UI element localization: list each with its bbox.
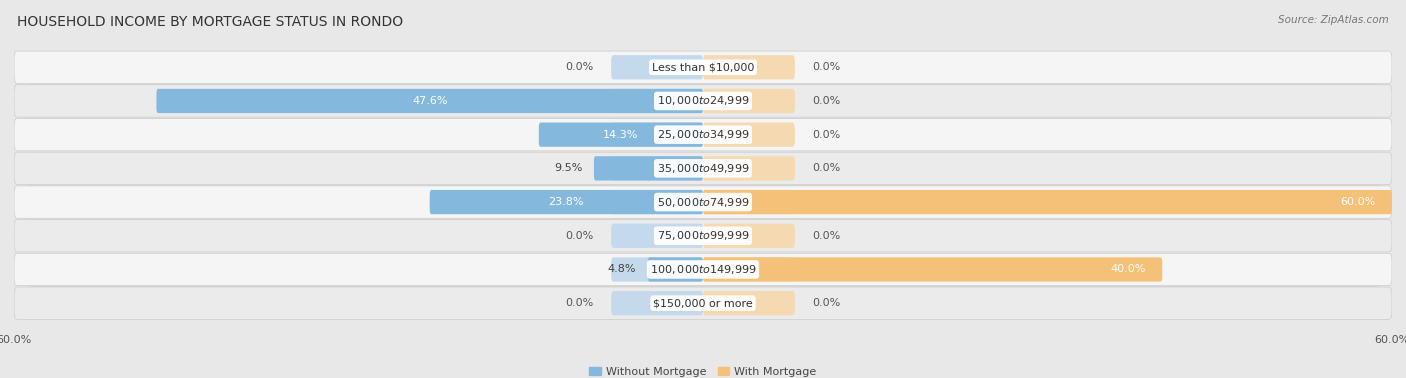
Text: 0.0%: 0.0% [813, 231, 841, 241]
Text: Source: ZipAtlas.com: Source: ZipAtlas.com [1278, 15, 1389, 25]
Legend: Without Mortgage, With Mortgage: Without Mortgage, With Mortgage [585, 362, 821, 378]
FancyBboxPatch shape [14, 118, 1392, 151]
Text: 0.0%: 0.0% [565, 62, 593, 72]
Text: $150,000 or more: $150,000 or more [654, 298, 752, 308]
Text: 23.8%: 23.8% [548, 197, 583, 207]
FancyBboxPatch shape [703, 224, 794, 248]
FancyBboxPatch shape [612, 89, 703, 113]
FancyBboxPatch shape [538, 122, 703, 147]
Text: 40.0%: 40.0% [1111, 265, 1146, 274]
Text: 14.3%: 14.3% [603, 130, 638, 139]
FancyBboxPatch shape [612, 122, 703, 147]
FancyBboxPatch shape [612, 224, 703, 248]
FancyBboxPatch shape [14, 152, 1392, 184]
Text: Less than $10,000: Less than $10,000 [652, 62, 754, 72]
FancyBboxPatch shape [703, 190, 794, 214]
FancyBboxPatch shape [14, 253, 1392, 286]
Text: $100,000 to $149,999: $100,000 to $149,999 [650, 263, 756, 276]
FancyBboxPatch shape [703, 55, 794, 79]
Text: $25,000 to $34,999: $25,000 to $34,999 [657, 128, 749, 141]
Text: 0.0%: 0.0% [813, 96, 841, 106]
FancyBboxPatch shape [703, 89, 794, 113]
FancyBboxPatch shape [612, 55, 703, 79]
FancyBboxPatch shape [648, 257, 703, 282]
FancyBboxPatch shape [612, 291, 703, 315]
Text: 0.0%: 0.0% [813, 130, 841, 139]
Text: 9.5%: 9.5% [554, 163, 582, 174]
FancyBboxPatch shape [703, 291, 794, 315]
FancyBboxPatch shape [14, 51, 1392, 84]
Text: 60.0%: 60.0% [1340, 197, 1375, 207]
FancyBboxPatch shape [430, 190, 703, 214]
FancyBboxPatch shape [14, 220, 1392, 252]
Text: 0.0%: 0.0% [813, 163, 841, 174]
FancyBboxPatch shape [612, 156, 703, 181]
FancyBboxPatch shape [703, 257, 1163, 282]
FancyBboxPatch shape [703, 190, 1392, 214]
Text: $35,000 to $49,999: $35,000 to $49,999 [657, 162, 749, 175]
Text: 0.0%: 0.0% [565, 298, 593, 308]
FancyBboxPatch shape [703, 156, 794, 181]
Text: $10,000 to $24,999: $10,000 to $24,999 [657, 94, 749, 107]
Text: 0.0%: 0.0% [565, 231, 593, 241]
FancyBboxPatch shape [703, 122, 794, 147]
Text: 47.6%: 47.6% [412, 96, 447, 106]
Text: 4.8%: 4.8% [607, 265, 637, 274]
FancyBboxPatch shape [156, 89, 703, 113]
Text: 0.0%: 0.0% [813, 298, 841, 308]
Text: $75,000 to $99,999: $75,000 to $99,999 [657, 229, 749, 242]
FancyBboxPatch shape [612, 257, 703, 282]
FancyBboxPatch shape [14, 85, 1392, 117]
Text: $50,000 to $74,999: $50,000 to $74,999 [657, 195, 749, 209]
FancyBboxPatch shape [14, 186, 1392, 218]
FancyBboxPatch shape [703, 257, 794, 282]
FancyBboxPatch shape [14, 287, 1392, 319]
Text: HOUSEHOLD INCOME BY MORTGAGE STATUS IN RONDO: HOUSEHOLD INCOME BY MORTGAGE STATUS IN R… [17, 15, 404, 29]
Text: 0.0%: 0.0% [813, 62, 841, 72]
FancyBboxPatch shape [612, 190, 703, 214]
FancyBboxPatch shape [593, 156, 703, 181]
